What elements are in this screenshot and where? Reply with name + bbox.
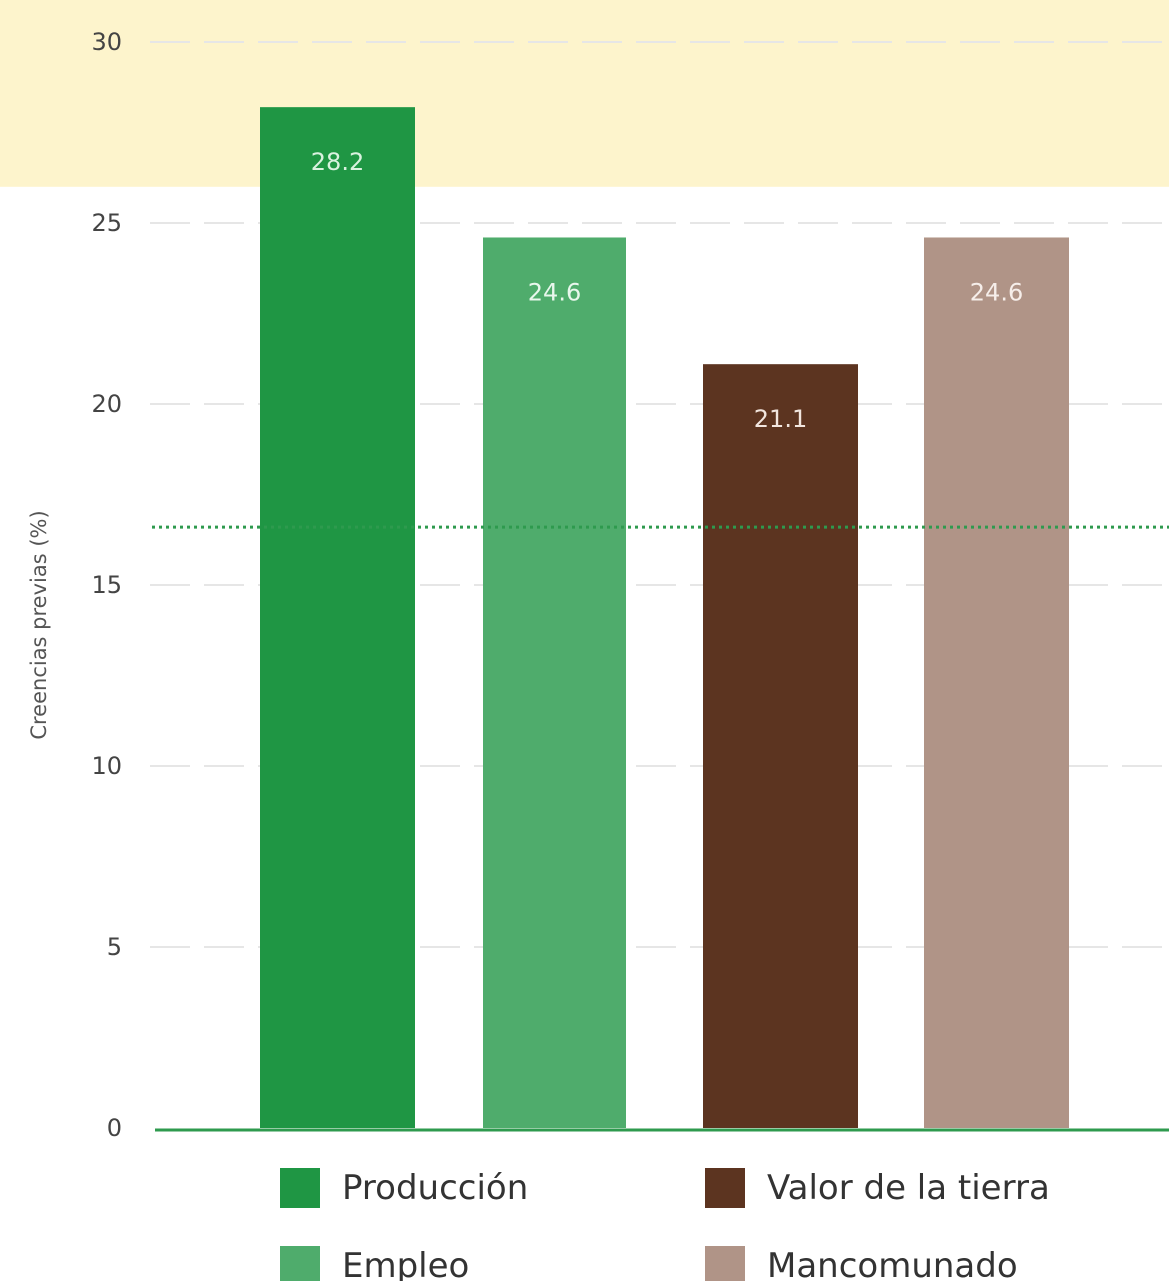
legend-swatch <box>280 1246 320 1281</box>
data-label: 21.1 <box>754 405 807 433</box>
y-axis-ticks: 0 5 10 15 20 25 30 <box>91 28 122 1142</box>
legend-item: Valor de la tierra <box>705 1166 1050 1210</box>
y-tick-label: 10 <box>91 752 122 780</box>
data-label: 28.2 <box>311 148 364 176</box>
data-labels: 28.2 24.6 21.1 24.6 <box>311 148 1023 433</box>
bar <box>924 237 1069 1129</box>
legend-swatch <box>705 1246 745 1281</box>
legend-swatch <box>705 1168 745 1208</box>
bars <box>260 107 1069 1129</box>
y-tick-label: 20 <box>91 390 122 418</box>
y-tick-label: 15 <box>91 571 122 599</box>
legend-label: Valor de la tierra <box>767 1168 1050 1208</box>
legend-item: Empleo <box>280 1244 469 1281</box>
bar <box>483 237 626 1129</box>
legend-label: Mancomunado <box>767 1246 1018 1281</box>
legend-item: Mancomunado <box>705 1244 1018 1281</box>
y-tick-label: 30 <box>91 28 122 56</box>
legend-label: Empleo <box>342 1246 470 1281</box>
y-axis-label: Creencias previas (%) <box>27 510 51 739</box>
y-tick-label: 5 <box>107 933 122 961</box>
legend: Producción Valor de la tierra Empleo Mancom… <box>280 1160 1140 1281</box>
data-label: 24.6 <box>528 278 581 306</box>
data-label: 24.6 <box>970 278 1023 306</box>
legend-item: Producción <box>280 1166 528 1210</box>
legend-label: Producción <box>342 1168 529 1208</box>
legend-swatch <box>280 1168 320 1208</box>
bar <box>703 364 858 1128</box>
y-tick-label: 25 <box>91 209 122 237</box>
bar <box>260 107 415 1128</box>
y-tick-label: 0 <box>107 1114 122 1142</box>
highlight-band <box>0 0 1169 187</box>
